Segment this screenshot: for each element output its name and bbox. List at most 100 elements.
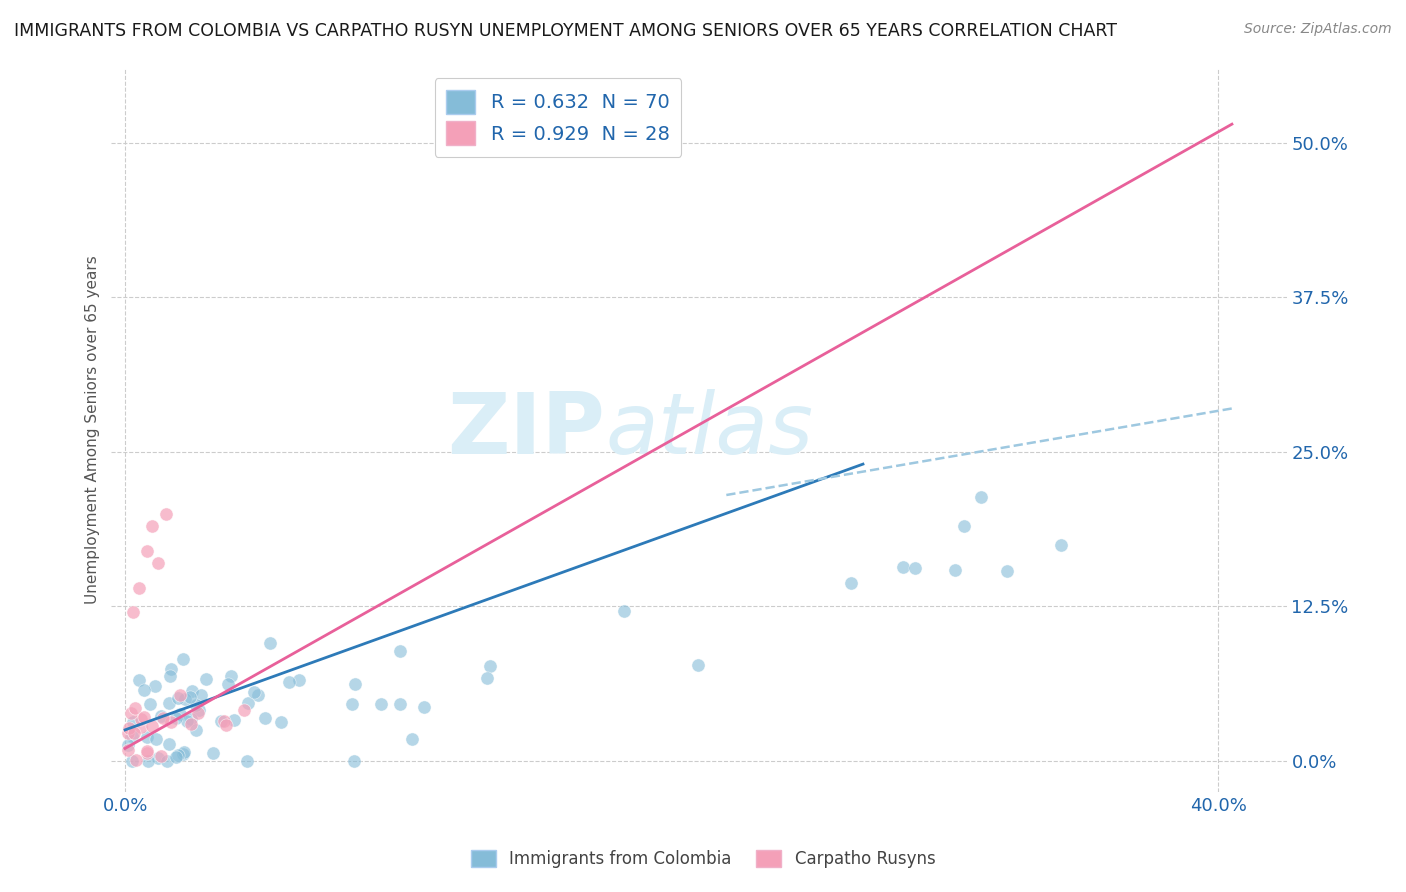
- Point: [236, 696, 259, 710]
- Point: [118, 721, 141, 735]
- Point: [124, 701, 146, 715]
- Point: [179, 690, 201, 705]
- Point: [176, 714, 198, 728]
- Point: [388, 644, 411, 658]
- Point: [174, 691, 197, 706]
- Point: [270, 714, 292, 729]
- Point: [995, 564, 1018, 578]
- Point: [146, 751, 169, 765]
- Point: [613, 604, 636, 618]
- Point: [132, 683, 155, 698]
- Point: [222, 713, 245, 727]
- Point: [160, 714, 183, 729]
- Point: [188, 703, 211, 717]
- Point: [215, 717, 238, 731]
- Point: [132, 710, 155, 724]
- Point: [343, 754, 366, 768]
- Point: [180, 717, 202, 731]
- Point: [412, 699, 434, 714]
- Point: [184, 698, 207, 712]
- Point: [180, 713, 202, 727]
- Point: [160, 662, 183, 676]
- Point: [167, 748, 190, 763]
- Point: [370, 698, 392, 712]
- Point: [1050, 538, 1073, 552]
- Point: [389, 697, 412, 711]
- Point: [121, 754, 143, 768]
- Point: [129, 720, 152, 734]
- Point: [120, 706, 142, 720]
- Point: [165, 710, 187, 724]
- Point: [195, 672, 218, 686]
- Point: [128, 581, 150, 595]
- Text: IMMIGRANTS FROM COLOMBIA VS CARPATHO RUSYN UNEMPLOYMENT AMONG SENIORS OVER 65 YE: IMMIGRANTS FROM COLOMBIA VS CARPATHO RUS…: [14, 22, 1116, 40]
- Point: [172, 652, 194, 666]
- Point: [841, 576, 863, 591]
- Point: [254, 711, 277, 725]
- Point: [190, 688, 212, 702]
- Point: [128, 673, 150, 687]
- Text: Source: ZipAtlas.com: Source: ZipAtlas.com: [1244, 22, 1392, 37]
- Point: [165, 750, 187, 764]
- Point: [235, 754, 257, 768]
- Point: [243, 685, 266, 699]
- Point: [217, 677, 239, 691]
- Point: [121, 730, 143, 744]
- Point: [136, 754, 159, 768]
- Point: [139, 697, 162, 711]
- Point: [184, 723, 207, 737]
- Y-axis label: Unemployment Among Seniors over 65 years: Unemployment Among Seniors over 65 years: [86, 256, 100, 605]
- Point: [219, 669, 242, 683]
- Point: [172, 747, 194, 761]
- Legend: R = 0.632  N = 70, R = 0.929  N = 28: R = 0.632 N = 70, R = 0.929 N = 28: [434, 78, 682, 157]
- Point: [212, 714, 235, 728]
- Point: [157, 697, 180, 711]
- Point: [180, 684, 202, 698]
- Point: [156, 754, 179, 768]
- Point: [201, 746, 224, 760]
- Point: [150, 709, 173, 723]
- Text: atlas: atlas: [605, 389, 813, 472]
- Point: [340, 698, 363, 712]
- Point: [124, 753, 146, 767]
- Point: [117, 738, 139, 752]
- Point: [953, 519, 976, 533]
- Point: [117, 726, 139, 740]
- Point: [246, 688, 269, 702]
- Point: [141, 719, 163, 733]
- Point: [159, 669, 181, 683]
- Point: [143, 679, 166, 693]
- Point: [259, 636, 281, 650]
- Point: [136, 543, 159, 558]
- Point: [136, 746, 159, 760]
- Point: [146, 556, 169, 570]
- Point: [155, 507, 177, 521]
- Point: [209, 714, 232, 728]
- Point: [121, 714, 143, 729]
- Point: [343, 677, 366, 691]
- Point: [891, 560, 914, 574]
- Point: [288, 673, 311, 688]
- Point: [173, 745, 195, 759]
- Point: [135, 744, 157, 758]
- Point: [475, 672, 498, 686]
- Point: [117, 743, 139, 757]
- Point: [150, 748, 173, 763]
- Point: [152, 711, 174, 725]
- Point: [145, 732, 167, 747]
- Legend: Immigrants from Colombia, Carpatho Rusyns: Immigrants from Colombia, Carpatho Rusyn…: [464, 843, 942, 875]
- Point: [122, 606, 145, 620]
- Point: [401, 731, 423, 746]
- Point: [232, 703, 254, 717]
- Point: [136, 730, 159, 744]
- Point: [169, 688, 191, 702]
- Point: [904, 561, 927, 575]
- Point: [187, 706, 209, 720]
- Point: [969, 490, 991, 504]
- Point: [166, 690, 188, 705]
- Point: [129, 712, 152, 726]
- Point: [688, 658, 710, 673]
- Point: [122, 725, 145, 739]
- Point: [169, 706, 191, 721]
- Point: [157, 737, 180, 751]
